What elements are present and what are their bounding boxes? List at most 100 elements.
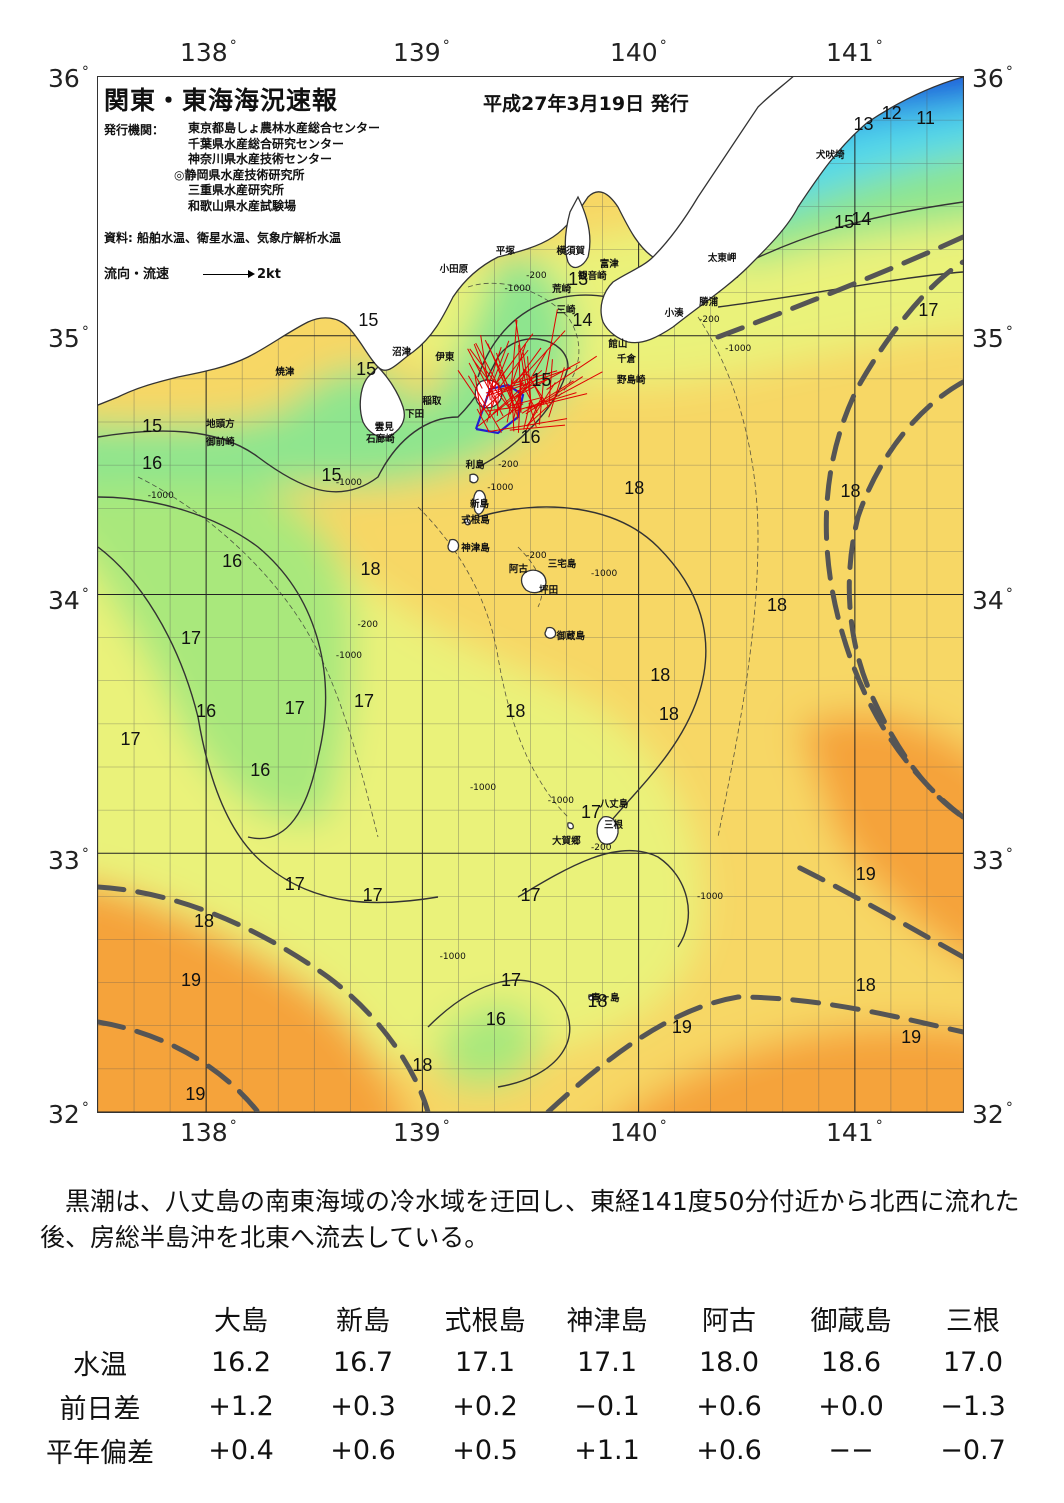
sst-band-16-south bbox=[438, 1003, 539, 1087]
isotherm-label: 19 bbox=[901, 1026, 922, 1047]
isotherm-label: 14 bbox=[572, 310, 593, 331]
depth-label: -1000 bbox=[439, 951, 466, 962]
place-name: 阿古 bbox=[508, 563, 528, 575]
isotherm-label: 17 bbox=[180, 628, 202, 649]
isotherm-label: 16 bbox=[196, 700, 217, 721]
isotherm-label: 15 bbox=[358, 310, 379, 331]
depth-label: -1000 bbox=[487, 483, 514, 494]
issue-date: 平成27年3月19日 発行 bbox=[483, 93, 689, 115]
place-name: 勝浦 bbox=[699, 297, 719, 309]
table-row: 水温 16.2 16.7 17.1 17.1 18.0 18.6 17.0 bbox=[20, 1340, 1034, 1384]
kuroshio-axis-east bbox=[715, 234, 963, 340]
current-legend-label: 流向・流速 bbox=[104, 267, 170, 282]
place-name: 伊東 bbox=[435, 351, 455, 363]
land-shikinejima bbox=[464, 518, 471, 526]
depth-label: -1000 bbox=[469, 783, 497, 794]
place-name: 八丈島 bbox=[599, 799, 629, 811]
isotherm-label: 13 bbox=[568, 268, 589, 289]
place-name: 式根島 bbox=[461, 514, 490, 526]
depth-contour-200-sagami bbox=[467, 282, 580, 398]
place-name: 富津 bbox=[599, 258, 619, 270]
current-vector bbox=[467, 375, 502, 433]
lat-label-left-35: 35 ° bbox=[48, 324, 89, 353]
current-vector bbox=[520, 379, 538, 413]
place-name: 利島 bbox=[465, 460, 485, 472]
current-legend-value: 2kt bbox=[257, 267, 281, 282]
lat-label-right-34: 34 ° bbox=[972, 586, 1013, 615]
isotherm-label: 13 bbox=[853, 113, 874, 134]
isotherm-label: 19 bbox=[185, 1083, 206, 1104]
current-vector bbox=[510, 397, 541, 406]
land-hachijo-kojima bbox=[567, 822, 574, 830]
current-vectors bbox=[457, 309, 603, 433]
land-izu-peninsula bbox=[359, 366, 405, 438]
table-row: 前日差 +1.2 +0.3 +0.2 −0.1 +0.6 +0.0 −1.3 bbox=[20, 1384, 1034, 1428]
current-vector bbox=[476, 408, 490, 433]
depth-label: -1000 bbox=[697, 892, 724, 903]
depth-label: -200 bbox=[591, 842, 612, 853]
place-name: 三宅島 bbox=[547, 558, 577, 570]
isotherm-label: 17 bbox=[520, 884, 541, 905]
lon-label-bottom-140: 140 ° bbox=[610, 1118, 667, 1147]
sst-band-19-southeast bbox=[627, 1025, 963, 1112]
table-cell: +0.3 bbox=[330, 1390, 396, 1422]
place-name: 下田 bbox=[405, 408, 425, 420]
isotherm-label: 18 bbox=[840, 481, 861, 501]
table-cell: +0.6 bbox=[330, 1434, 396, 1466]
publisher-label: 発行機関： bbox=[104, 123, 165, 137]
isotherm-14-east bbox=[737, 201, 963, 268]
row-label: 水温 bbox=[73, 1349, 127, 1381]
lat-label-left-33: 33 ° bbox=[48, 846, 89, 875]
table-corner bbox=[20, 1296, 180, 1340]
sst-map: 関東・東海海況速報 平成27年3月19日 発行 発行機関： 東京都島しょ農林水産… bbox=[97, 76, 964, 1113]
isotherm-16 bbox=[98, 496, 327, 840]
table-cell: −0.1 bbox=[574, 1390, 640, 1422]
current-vector bbox=[545, 371, 603, 403]
depth-label: -1000 bbox=[504, 284, 531, 294]
current-vector bbox=[496, 367, 571, 395]
current-vector bbox=[479, 340, 510, 416]
isotherm-label: 18 bbox=[855, 975, 876, 996]
current-vector bbox=[523, 368, 550, 408]
depth-contour-1000-east bbox=[697, 316, 759, 838]
table-row: 平年偏差 +0.4 +0.6 +0.5 +1.1 +0.6 −− −0.7 bbox=[20, 1428, 1034, 1472]
place-name: 野島崎 bbox=[617, 374, 646, 386]
isotherm-label: 17 bbox=[918, 299, 939, 320]
table-cell: 17.1 bbox=[454, 1346, 516, 1378]
data-source-note: 資料: 船舶水温、衛星水温、気象庁解析水温 bbox=[104, 231, 341, 245]
current-vector bbox=[513, 361, 581, 399]
isotherm-label: 17 bbox=[501, 970, 522, 991]
isotherm-label: 17 bbox=[284, 874, 305, 895]
place-name: 小湊 bbox=[664, 307, 684, 319]
isotherm-label: 15 bbox=[321, 465, 342, 486]
depth-label: -1000 bbox=[547, 796, 574, 807]
land-boso bbox=[600, 77, 963, 344]
current-vector bbox=[496, 382, 500, 416]
summary-text: 黒潮は、八丈島の南東海域の冷水域を迂回し、東経141度50分付近から北西に流れた… bbox=[40, 1187, 1020, 1252]
kuroshio-axis-west bbox=[98, 884, 431, 1112]
current-vector bbox=[509, 424, 566, 431]
isotherm-label: 18 bbox=[624, 478, 645, 499]
station-header: 三根 bbox=[946, 1305, 1000, 1337]
table-cell: +0.5 bbox=[452, 1434, 518, 1466]
current-vector bbox=[525, 402, 552, 427]
land-miyakejima bbox=[520, 569, 547, 594]
kuroshio-axis-inner bbox=[846, 379, 963, 820]
current-vector bbox=[538, 377, 545, 425]
place-name: 稲取 bbox=[422, 395, 442, 407]
depth-contour-1000-west bbox=[137, 476, 379, 838]
table-cell: 17.0 bbox=[942, 1346, 1004, 1378]
publisher-item: 三重県水産研究所 bbox=[188, 183, 285, 197]
place-name: 平塚 bbox=[495, 245, 515, 257]
depth-label: -1000 bbox=[725, 343, 752, 354]
table-cell: −− bbox=[828, 1434, 874, 1466]
place-name: 荒崎 bbox=[552, 284, 572, 296]
current-vector bbox=[506, 396, 513, 423]
current-vector bbox=[528, 374, 545, 405]
isotherm-label: 12 bbox=[881, 103, 902, 124]
current-vector bbox=[475, 342, 511, 409]
current-vector bbox=[516, 378, 548, 392]
depth-label: -200 bbox=[526, 271, 547, 282]
station-header: 御蔵島 bbox=[810, 1305, 892, 1337]
kuroshio-axis-loop bbox=[545, 994, 963, 1112]
